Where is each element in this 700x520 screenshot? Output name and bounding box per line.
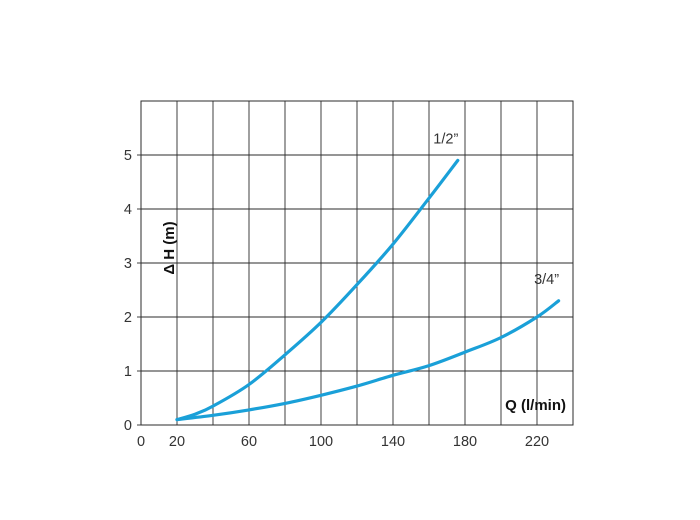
x-tick-label: 140 [381, 434, 405, 450]
y-tick-label: 1 [124, 364, 132, 380]
series-label-half-inch: 1/2” [433, 131, 458, 147]
y-tick-label: 3 [124, 256, 132, 272]
chart-grid [141, 101, 573, 425]
x-tick-label: 180 [453, 434, 477, 450]
series-line-three-quarter-inch [175, 299, 561, 422]
y-tick-label: 0 [124, 418, 132, 434]
y-axis-title: Δ H (m) [161, 221, 178, 274]
x-tick-label: 20 [169, 434, 185, 450]
x-tick-label: 0 [137, 434, 145, 450]
x-tick-label: 100 [309, 434, 333, 450]
series-line-half-inch [175, 158, 460, 422]
x-tick-label: 60 [241, 434, 257, 450]
y-tick-label: 5 [124, 148, 132, 164]
label-layer: 0 1 2 3 4 5 0 20 60 100 140 180 220 1/2” 3/4” [124, 131, 559, 450]
y-tick-label: 4 [124, 202, 132, 218]
y-tick-label: 2 [124, 310, 132, 326]
x-tick-label: 220 [525, 434, 549, 450]
series-label-three-quarter-inch: 3/4” [534, 272, 559, 288]
x-axis-title: Q (l/min) [505, 397, 566, 414]
series-layer [175, 158, 561, 422]
